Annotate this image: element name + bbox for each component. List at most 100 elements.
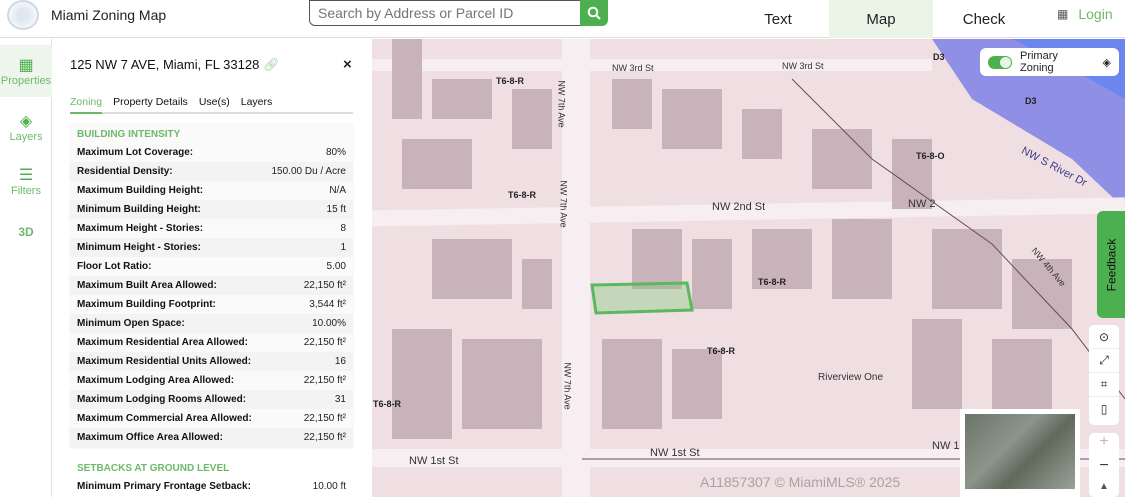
feedback-button[interactable]: Feedback (1097, 211, 1125, 318)
zone-label: T6-8-R (758, 277, 787, 287)
zoom-out-button[interactable]: − (1099, 457, 1109, 474)
panel-tabs: Zoning Property Details Use(s) Layers (70, 96, 353, 114)
layers-icon: ◈ (19, 113, 33, 130)
layers-icon: ◈ (1102, 56, 1111, 69)
primary-zoning-control[interactable]: Primary Zoning ◈ (980, 48, 1119, 76)
measure-line-icon[interactable]: ⤢ (1089, 349, 1119, 373)
building-icon: ▦ (18, 57, 34, 74)
compass-icon[interactable]: ▲ (1099, 481, 1109, 492)
watermark: A11857307 © MiamiMLS® 2025 (700, 474, 901, 490)
zone-label: T6-8-R (496, 76, 525, 86)
nav-check[interactable]: Check (962, 10, 1006, 28)
city-seal-logo (7, 0, 39, 30)
field-label: Maximum Lodging Area Allowed: (77, 375, 235, 386)
field-value: 1 (340, 242, 346, 253)
street-label: NW 3rd St (782, 61, 824, 71)
link-icon[interactable]: 🔗︎ (262, 57, 280, 72)
rail-filters[interactable]: ☰ Filters (0, 165, 52, 197)
print-icon[interactable]: ▯ (1100, 402, 1108, 416)
field-label: Maximum Residential Area Allowed: (77, 337, 248, 348)
primary-zoning-toggle[interactable] (988, 55, 1012, 69)
close-button[interactable]: × (343, 56, 352, 73)
table-row: Maximum Residential Area Allowed: 22,150 … (70, 333, 353, 352)
rail-properties[interactable]: ▦ Properties (0, 45, 52, 97)
table-row: Maximum Lot Coverage: 80% (70, 143, 353, 162)
tab-layers[interactable]: Layers (240, 96, 273, 108)
top-bar: Miami Zoning Map Text Map Check ▦ Login (0, 0, 1125, 38)
nav-text[interactable]: Text (764, 10, 792, 28)
table-row: Maximum Commercial Area Allowed: 22,150 f… (70, 409, 353, 428)
field-label: Minimum Open Space: (77, 318, 185, 329)
measure-area-icon[interactable]: ⌗ (1089, 373, 1119, 397)
table-row: Maximum Lodging Rooms Allowed: 31 (70, 390, 353, 409)
field-value: 10.00 ft (312, 481, 346, 492)
field-label: Maximum Built Area Allowed: (77, 280, 217, 291)
street-label: NW 2nd St (712, 201, 766, 213)
zone-label: T6-8-R (707, 346, 736, 356)
table-row: Floor Lot Ratio: 5.00 (70, 257, 353, 276)
street-label: NW 3rd St (612, 63, 654, 73)
field-label: Maximum Height - Stories: (77, 223, 204, 234)
setbacks-section: SETBACKS AT GROUND LEVEL Minimum Primary… (70, 457, 353, 496)
street-label: NW 7th Ave (558, 180, 569, 228)
table-row: Maximum Residential Units Allowed: 16 (70, 352, 353, 371)
field-value: 150.00 Du / Acre (271, 166, 347, 177)
zone-label: T6-8-R (508, 190, 537, 200)
street-label: NW 1 (932, 440, 960, 452)
zone-label: T6-8-O (916, 151, 945, 161)
field-value: 15 ft (326, 204, 346, 215)
apps-grid-icon[interactable]: ▦ (1057, 7, 1069, 21)
search-button[interactable] (580, 0, 608, 26)
field-value: N/A (329, 185, 346, 196)
table-row: Residential Density: 150.00 Du / Acre (70, 162, 353, 181)
rail-layers[interactable]: ◈ Layers (0, 111, 52, 143)
nav-map[interactable]: Map (829, 0, 933, 38)
property-panel: 125 NW 7 AVE, Miami, FL 33128 🔗︎ × Zonin… (53, 39, 372, 497)
field-label: Floor Lot Ratio: (77, 261, 152, 272)
table-row: Maximum Office Area Allowed: 22,150 ft² (70, 428, 353, 447)
field-value: 22,150 ft² (303, 413, 346, 424)
field-value: 80% (325, 147, 346, 158)
field-label: Maximum Residential Units Allowed: (77, 356, 252, 367)
locate-icon[interactable]: ⊙ (1089, 325, 1119, 349)
side-rail: ▦ Properties ◈ Layers ☰ Filters 3D (0, 39, 52, 497)
map-tools: ⊙ ⤢ ⌗ ▯ (1089, 325, 1119, 425)
field-label: Maximum Office Area Allowed: (77, 432, 223, 443)
street-label: NW 7th Ave (556, 80, 567, 128)
field-value: 8 (340, 223, 346, 234)
field-label: Minimum Building Height: (77, 204, 201, 215)
search-input[interactable] (309, 0, 581, 26)
street-label: NW 7th Ave (562, 362, 573, 410)
map-graphics (372, 39, 1125, 497)
field-label: Maximum Lodging Rooms Allowed: (77, 394, 247, 405)
search-icon (587, 6, 601, 20)
field-label: Minimum Primary Frontage Setback: (77, 481, 251, 492)
field-value: 22,150 ft² (303, 280, 346, 291)
field-value: 22,150 ft² (303, 432, 346, 443)
login-link[interactable]: Login (1078, 6, 1113, 22)
field-value: 16 (334, 356, 346, 367)
field-value: 5.00 (326, 261, 346, 272)
basemap-minimap[interactable] (960, 409, 1080, 497)
table-row: Minimum Open Space: 10.00% (70, 314, 353, 333)
field-value: 31 (334, 394, 346, 405)
rail-3d[interactable]: 3D (18, 225, 34, 239)
field-label: Maximum Commercial Area Allowed: (77, 413, 252, 424)
table-row: Minimum Primary Frontage Setback: 10.00 f… (70, 477, 353, 496)
table-row: Maximum Building Footprint: 3,544 ft² (70, 295, 353, 314)
table-row: Maximum Lodging Area Allowed: 22,150 ft² (70, 371, 353, 390)
tab-zoning[interactable]: Zoning (70, 96, 103, 114)
field-label: Maximum Building Height: (77, 185, 204, 196)
field-value: 22,150 ft² (303, 375, 346, 386)
table-row: Minimum Building Height: 15 ft (70, 200, 353, 219)
field-label: Residential Density: (77, 166, 173, 177)
section-heading: BUILDING INTENSITY (77, 129, 181, 140)
field-value: 22,150 ft² (303, 337, 346, 348)
field-label: Minimum Height - Stories: (77, 242, 201, 253)
table-row: Maximum Height - Stories: 8 (70, 219, 353, 238)
zoom-in-button[interactable]: + (1099, 433, 1109, 450)
app-title: Miami Zoning Map (51, 7, 167, 23)
tab-uses[interactable]: Use(s) (198, 96, 230, 108)
street-label: NW 1st St (409, 455, 459, 467)
tab-property-details[interactable]: Property Details (113, 96, 188, 108)
